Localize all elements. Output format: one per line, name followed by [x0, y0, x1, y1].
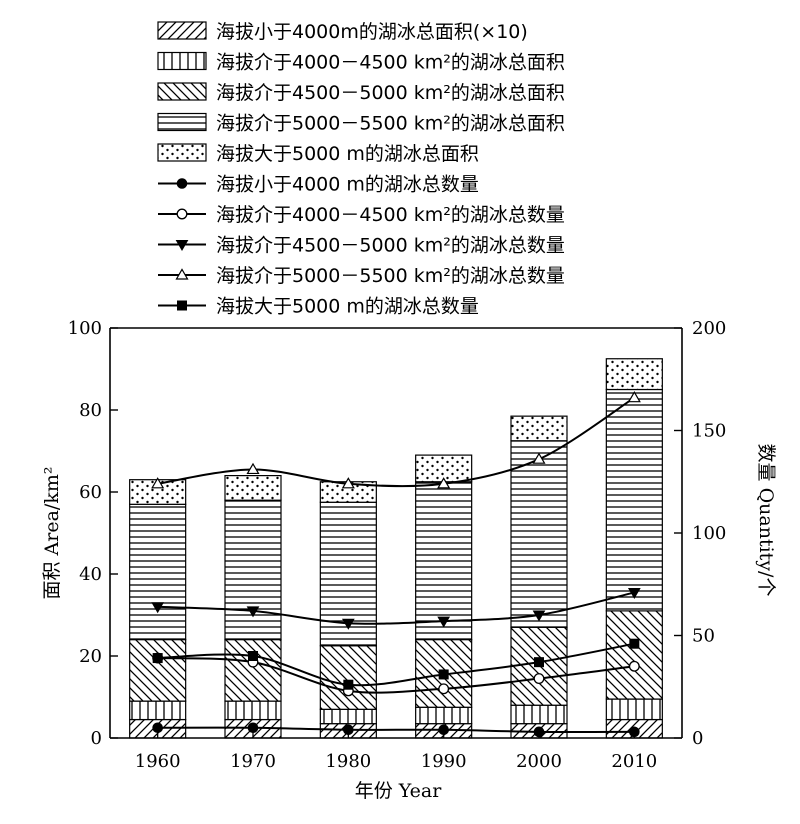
line-point-5-1970	[248, 651, 258, 661]
line-point-3-1970	[246, 606, 260, 618]
bar-segment-2-1980	[319, 708, 377, 725]
x-tick-label-1990: 1990	[421, 751, 467, 772]
bar-segment-5-2010	[605, 358, 663, 391]
line-point-5-1980	[343, 679, 354, 690]
line-point-5-1960	[152, 653, 163, 664]
plot-area: 0 20 40 60 80 100 0 50 100 150 200 1960 1970 1980 1990…	[68, 318, 727, 772]
line-point-1-1970	[247, 722, 259, 734]
y-left-tick-label: 80	[79, 400, 102, 421]
x-tick-label-1980: 1980	[325, 751, 371, 772]
legend-swatch-bar-2	[157, 51, 207, 71]
line-point-1-2010	[629, 726, 640, 738]
line-point-3-2000	[532, 610, 546, 622]
line-series-3	[157, 591, 635, 625]
bar-segment-4-2010	[605, 388, 663, 612]
legend-label-line-2: 海拔介于4000－4500 km²的湖冰总数量	[216, 204, 565, 226]
line-point-5-2010	[629, 638, 640, 649]
legend-label-line-5: 海拔大于5000 m的湖冰总数量	[216, 296, 479, 318]
bar-segment-4-1960	[129, 503, 187, 641]
legend-marker-1	[176, 178, 188, 189]
y-axis-left-title: 面积 Area/km²	[41, 467, 63, 600]
line-series-5	[157, 642, 635, 687]
legend-marker-4	[175, 268, 189, 280]
legend-swatch-bar-1	[157, 21, 207, 40]
bar-segment-2-1990	[415, 706, 473, 725]
line-point-3-1980	[341, 618, 355, 630]
line-series-2	[157, 657, 635, 694]
y-right-tick-label: 100	[692, 523, 726, 544]
line-point-5-1990	[438, 669, 449, 680]
bar-segment-5-2000	[510, 415, 568, 442]
legend-marker-3	[175, 240, 189, 251]
y-axis-right-title: 数量 Quantity/个	[755, 444, 777, 597]
x-tick-label-1970: 1970	[230, 751, 276, 772]
line-point-4-2010	[627, 391, 641, 403]
line-point-1-1980	[343, 724, 354, 736]
bar-segment-3-2010	[605, 610, 663, 700]
y-right-tick-label: 150	[692, 421, 726, 442]
y-left-tick-label: 40	[79, 564, 102, 585]
line-point-3-1990	[437, 616, 451, 628]
bar-segment-2-1970	[224, 700, 282, 721]
line-point-2-1990	[438, 683, 450, 695]
line-series-1	[157, 726, 635, 733]
line-point-4-2000	[532, 452, 546, 464]
legend-label-bar-3: 海拔介于4500－5000 km²的湖冰总面积	[216, 82, 565, 104]
bar-segment-2-2000	[510, 704, 568, 725]
legend-label-bar-5: 海拔大于5000 m的湖冰总面积	[216, 143, 479, 165]
legend-label-line-4: 海拔介于5000－5500 km²的湖冰总数量	[216, 265, 565, 287]
legend-label-bar-1: 海拔小于4000m的湖冰总面积(×10)	[216, 21, 528, 43]
bar-segment-5-1970	[224, 475, 282, 501]
bar-segment-2-2010	[605, 698, 663, 721]
x-axis-title: 年份 Year	[355, 780, 443, 802]
x-tick-label-2000: 2000	[516, 751, 562, 772]
legend-marker-2	[176, 208, 188, 220]
line-point-4-1960	[151, 477, 165, 489]
line-point-1-1990	[438, 724, 449, 736]
y-right-tick-label: 200	[692, 318, 726, 339]
legend-label-bar-2: 海拔介于4000－4500 km²的湖冰总面积	[216, 52, 565, 74]
legend-swatch-bar-3	[157, 82, 207, 101]
legend-label-line-1: 海拔小于4000 m的湖冰总数量	[216, 174, 479, 196]
x-tick-label-2010: 2010	[611, 751, 657, 772]
bar-segment-4-1970	[224, 499, 282, 641]
legend-marker-5	[177, 300, 187, 311]
bar-segment-4-2000	[510, 440, 568, 628]
chart-legend: 海拔小于4000m的湖冰总面积(×10) 海拔介于4000－4500 km²的湖冰…	[157, 21, 565, 318]
line-point-4-1990	[437, 477, 451, 489]
y-left-tick-label: 20	[79, 646, 102, 667]
line-point-3-1960	[151, 602, 165, 614]
line-point-5-2000	[534, 657, 544, 668]
line-point-1-1960	[152, 722, 163, 734]
y-left-tick-label: 0	[91, 728, 102, 749]
line-point-2-2000	[533, 673, 545, 685]
y-left-tick-label: 60	[79, 482, 102, 503]
bar-segment-4-1990	[415, 481, 473, 641]
line-point-2-2010	[628, 660, 640, 672]
legend-swatch-bar-4	[157, 112, 207, 132]
bar-segment-3-1980	[319, 645, 377, 710]
y-right-tick-label: 0	[692, 728, 703, 749]
line-point-4-1980	[341, 477, 355, 489]
bar-segment-3-1970	[224, 638, 282, 702]
line-point-4-1970	[246, 462, 260, 475]
line-point-3-2010	[627, 587, 641, 599]
bar-segment-2-1960	[129, 700, 187, 721]
legend-label-bar-4: 海拔介于5000－5500 km²的湖冰总面积	[216, 113, 565, 135]
x-tick-label-1960: 1960	[135, 751, 181, 772]
bar-segment-3-1960	[129, 638, 187, 702]
y-right-tick-label: 50	[692, 626, 715, 647]
line-point-1-2000	[533, 726, 545, 738]
line-series-4	[157, 396, 635, 488]
legend-swatch-bar-5	[157, 143, 207, 162]
y-left-tick-label: 100	[68, 318, 102, 339]
legend-label-line-3: 海拔介于4500－5000 km²的湖冰总数量	[216, 235, 565, 257]
